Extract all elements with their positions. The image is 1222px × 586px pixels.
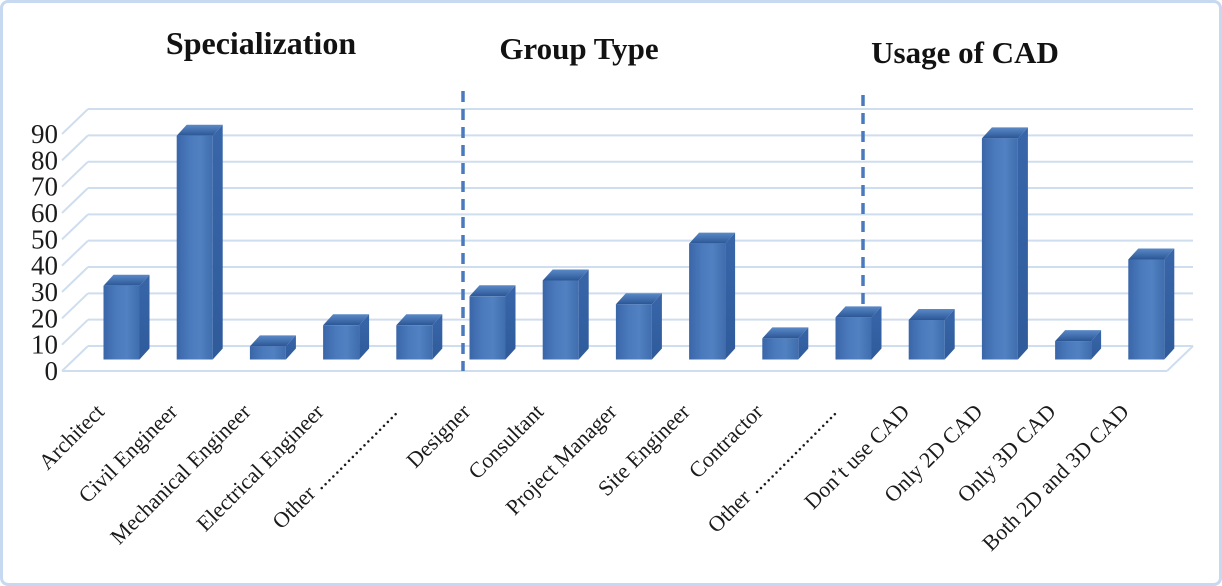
gridline-slant <box>61 187 89 214</box>
bar-top <box>469 285 516 297</box>
bar <box>908 309 955 360</box>
bar <box>176 124 223 360</box>
bar-side <box>871 306 882 360</box>
gridline-slant <box>61 160 89 188</box>
bar-front <box>103 285 140 360</box>
bar-side <box>432 314 443 360</box>
section-title-usage-of-cad: Usage of CAD <box>871 35 1059 70</box>
bar-top <box>689 232 736 244</box>
bar-front <box>1055 341 1092 360</box>
bar-front <box>176 135 213 360</box>
bar-top <box>323 314 370 326</box>
bar-side <box>725 232 736 360</box>
x-axis-label: Mechanical Engineer <box>105 398 256 549</box>
bar-top <box>542 269 589 281</box>
bar-side <box>1091 330 1102 360</box>
bar-front <box>323 325 360 360</box>
bar-top <box>1055 330 1102 342</box>
section-title-group-type: Group Type <box>499 31 659 66</box>
bar-top <box>908 309 955 321</box>
bar-side <box>359 314 370 360</box>
y-tick-label: 90 <box>31 119 58 149</box>
bar-top <box>176 124 223 136</box>
floor-right-line <box>1166 345 1194 372</box>
y-tick-label: 70 <box>31 172 58 202</box>
gridline-slant <box>61 318 89 346</box>
bar <box>981 127 1028 360</box>
gridline-slant <box>61 213 89 241</box>
bar <box>542 269 589 360</box>
bar-side <box>651 293 662 360</box>
bar <box>469 285 516 360</box>
bar-side <box>944 309 955 360</box>
bar-top <box>762 327 809 339</box>
bar-side <box>505 285 516 360</box>
bar-side <box>1017 127 1028 360</box>
y-tick-label: 60 <box>31 198 58 228</box>
bar <box>249 335 296 360</box>
bar <box>396 314 443 360</box>
x-axis-label: Electrical Engineer <box>191 398 329 536</box>
bar <box>1128 248 1175 360</box>
bar-top <box>835 306 882 318</box>
bar-top <box>615 293 662 305</box>
gridline-slant <box>61 239 89 267</box>
x-axis-label: Other ..................... <box>702 399 841 538</box>
gridline-slant <box>61 345 89 372</box>
bar-top <box>396 314 443 326</box>
bar <box>323 314 370 360</box>
bar-front <box>615 304 652 360</box>
bar-front <box>469 296 506 360</box>
bar-side <box>285 335 296 360</box>
bars <box>103 124 1175 360</box>
y-tick-label: 50 <box>31 224 58 254</box>
bar-front <box>396 325 433 360</box>
gridline-slant <box>61 292 89 320</box>
bar-front <box>542 280 579 360</box>
y-tick-label: 30 <box>31 277 58 307</box>
x-axis-label: Designer <box>401 398 475 472</box>
y-tick-label: 40 <box>31 251 58 281</box>
bar-front <box>689 243 726 360</box>
section-title-specialization: Specialization <box>165 25 357 61</box>
bar-top <box>981 127 1028 139</box>
bar-top <box>249 335 296 347</box>
bar-front <box>762 338 799 360</box>
bar-side <box>798 327 809 360</box>
bar-side <box>212 124 223 360</box>
bar-side <box>578 269 589 360</box>
gridline-slant <box>61 134 89 162</box>
y-tick-label: 10 <box>31 330 58 360</box>
bar <box>1055 330 1102 360</box>
section-dividers <box>461 91 865 371</box>
bar <box>689 232 736 360</box>
bar-top <box>103 274 150 286</box>
gridline-slant <box>61 108 89 135</box>
bar-front <box>981 138 1018 360</box>
bar <box>103 274 150 360</box>
bar <box>835 306 882 360</box>
bar-top <box>1128 248 1175 260</box>
y-tick-label: 20 <box>31 303 58 333</box>
bar <box>762 327 809 360</box>
bar <box>615 293 662 360</box>
x-axis-label: Other .................... <box>267 399 402 534</box>
bar-side <box>1164 248 1175 360</box>
x-axis-label: Both 2D and 3D CAD <box>977 399 1134 556</box>
bar-side <box>139 274 150 360</box>
bar-front <box>249 346 286 360</box>
bar-front <box>1128 259 1165 360</box>
bar-front <box>835 317 872 360</box>
y-tick-label: 0 <box>45 356 59 386</box>
bar-front <box>908 320 945 360</box>
y-tick-label: 80 <box>31 145 58 175</box>
gridline-slant <box>61 266 89 293</box>
x-axis-label: Architect <box>33 399 109 475</box>
